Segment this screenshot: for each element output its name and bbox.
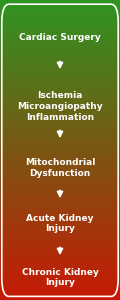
Text: Ischemia
Microangiopathy
Inflammation: Ischemia Microangiopathy Inflammation [17, 91, 103, 122]
Text: Acute Kidney
Injury: Acute Kidney Injury [26, 214, 94, 233]
Text: Chronic Kidney
Injury: Chronic Kidney Injury [22, 268, 98, 287]
Text: Cardiac Surgery: Cardiac Surgery [19, 33, 101, 42]
Text: Mitochondrial
Dysfunction: Mitochondrial Dysfunction [25, 158, 95, 178]
